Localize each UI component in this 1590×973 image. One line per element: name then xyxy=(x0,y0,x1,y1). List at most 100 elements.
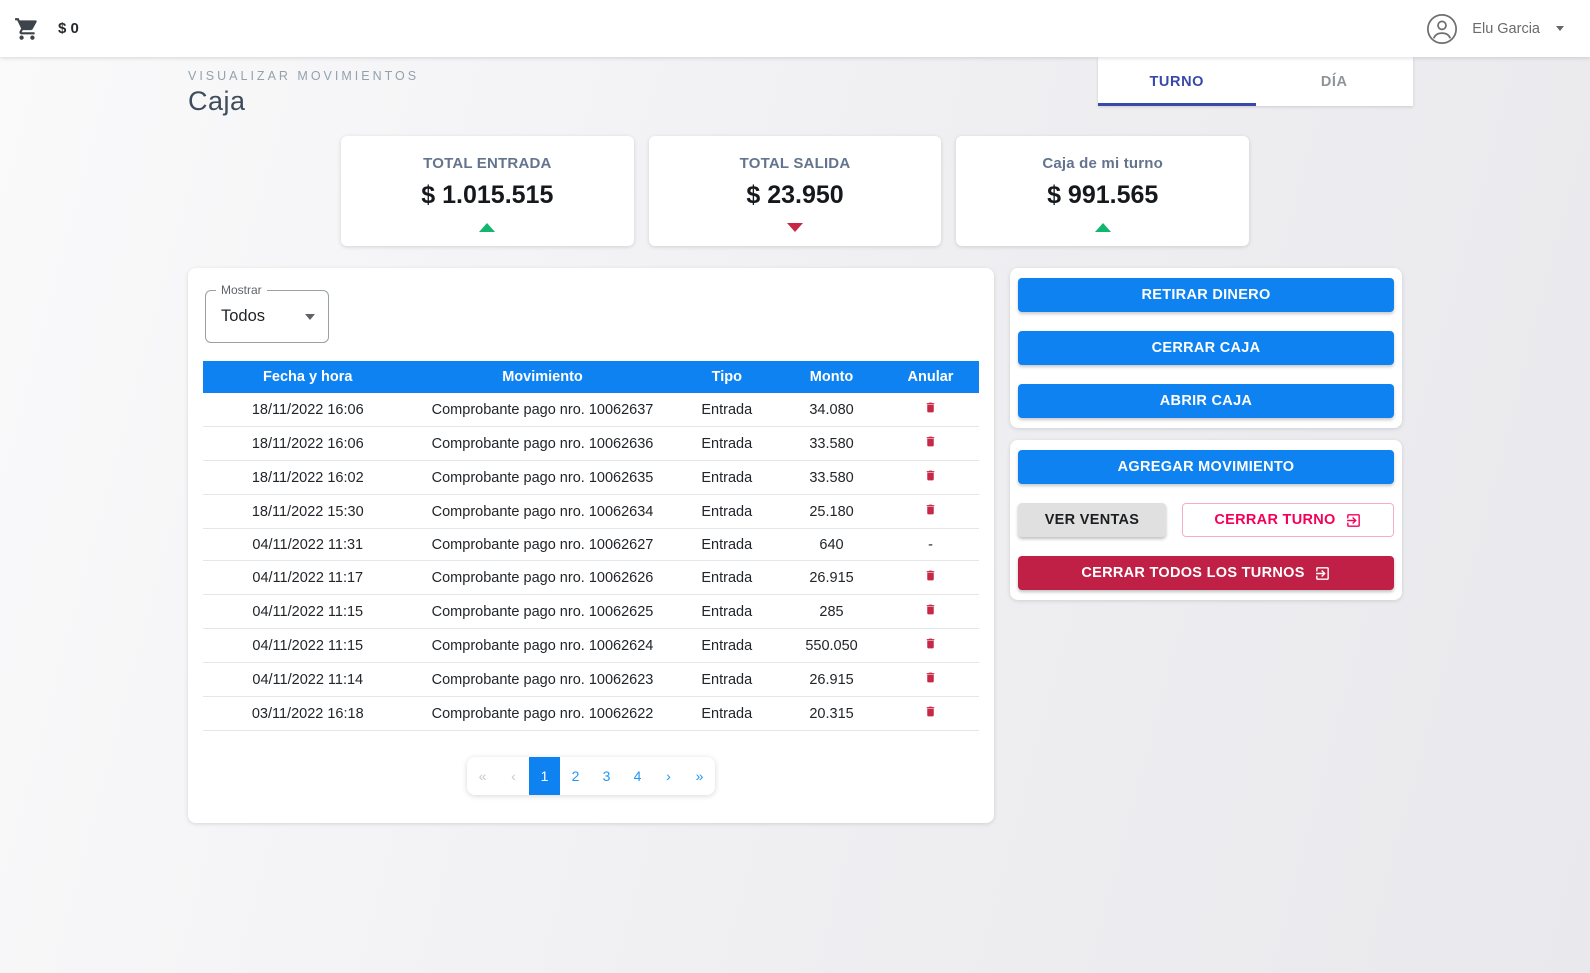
ver-ventas-button[interactable]: VER VENTAS xyxy=(1018,503,1166,537)
table-row: 04/11/2022 11:31 Comprobante pago nro. 10… xyxy=(203,528,979,561)
table-row: 04/11/2022 11:15 Comprobante pago nro. 10… xyxy=(203,594,979,629)
cell-movimiento: Comprobante pago nro. 10062624 xyxy=(412,628,673,663)
page-title: Caja xyxy=(188,86,246,116)
view-tabs: TURNO DÍA xyxy=(1098,57,1413,106)
col-tipo: Tipo xyxy=(672,361,782,393)
page-prev[interactable]: ‹ xyxy=(511,768,516,784)
cell-tipo: Entrada xyxy=(672,460,782,495)
cell-tipo: Entrada xyxy=(672,594,782,629)
delete-movement-icon[interactable] xyxy=(924,636,937,651)
cell-anular xyxy=(881,393,979,427)
card-title: TOTAL ENTRADA xyxy=(423,155,552,172)
chevron-down-icon xyxy=(1556,26,1564,31)
shopping-cart-icon[interactable] xyxy=(14,16,40,42)
cell-anular xyxy=(881,662,979,697)
card-amount: $ 23.950 xyxy=(746,181,844,209)
mostrar-select[interactable]: Mostrar Todos xyxy=(205,283,329,343)
trend-up-icon xyxy=(1094,223,1111,232)
page-last[interactable]: » xyxy=(695,768,704,784)
cell-anular xyxy=(881,594,979,629)
caja-actions-card: RETIRAR DINERO CERRAR CAJA ABRIR CAJA xyxy=(1010,268,1402,428)
cell-monto: 25.180 xyxy=(781,494,882,529)
col-movimiento: Movimiento xyxy=(412,361,673,393)
tab-turno[interactable]: TURNO xyxy=(1098,57,1256,106)
user-name: Elu Garcia xyxy=(1472,20,1540,37)
delete-movement-icon[interactable] xyxy=(924,434,937,449)
col-anular: Anular xyxy=(881,361,979,393)
page-next[interactable]: › xyxy=(666,768,671,784)
delete-movement-icon[interactable] xyxy=(924,704,937,719)
delete-movement-icon[interactable] xyxy=(924,670,937,685)
cell-monto: 34.080 xyxy=(781,393,882,427)
cell-movimiento: Comprobante pago nro. 10062623 xyxy=(412,662,673,697)
cell-movimiento: Comprobante pago nro. 10062625 xyxy=(412,594,673,629)
cell-fecha: 18/11/2022 15:30 xyxy=(203,494,413,529)
cerrar-turno-label: CERRAR TURNO xyxy=(1214,512,1336,528)
col-monto: Monto xyxy=(781,361,882,393)
cell-anular xyxy=(881,460,979,495)
dropdown-arrow-icon xyxy=(305,313,315,320)
cell-fecha: 04/11/2022 11:15 xyxy=(203,628,413,663)
cell-monto: 20.315 xyxy=(781,696,882,731)
breadcrumb: VISUALIZAR MOVIMIENTOS xyxy=(188,69,420,83)
page-header: VISUALIZAR MOVIMIENTOS Caja TURNO DÍA xyxy=(188,57,1413,117)
cell-anular xyxy=(881,494,979,529)
user-menu[interactable]: Elu Garcia xyxy=(1426,13,1564,45)
delete-movement-icon[interactable] xyxy=(924,568,937,583)
page-3[interactable]: 3 xyxy=(602,768,611,784)
actions-column: RETIRAR DINERO CERRAR CAJA ABRIR CAJA AG… xyxy=(1010,268,1402,600)
cell-tipo: Entrada xyxy=(672,696,782,731)
topbar: $ 0 Elu Garcia xyxy=(0,0,1590,57)
table-row: 04/11/2022 11:15 Comprobante pago nro. 10… xyxy=(203,628,979,663)
cell-monto: 285 xyxy=(781,594,882,629)
cell-monto: 26.915 xyxy=(781,662,882,697)
cell-monto: 640 xyxy=(781,528,882,561)
cell-tipo: Entrada xyxy=(672,426,782,461)
card-total-salida: TOTAL SALIDA $ 23.950 xyxy=(648,136,942,246)
cart-summary[interactable]: $ 0 xyxy=(14,16,79,42)
cell-monto: 26.915 xyxy=(781,560,882,595)
card-title: TOTAL SALIDA xyxy=(739,155,851,172)
card-total-entrada: TOTAL ENTRADA $ 1.015.515 xyxy=(341,136,634,246)
delete-movement-icon[interactable] xyxy=(924,468,937,483)
cell-fecha: 04/11/2022 11:15 xyxy=(203,594,413,629)
retirar-dinero-button[interactable]: RETIRAR DINERO xyxy=(1018,278,1394,312)
cerrar-caja-button[interactable]: CERRAR CAJA xyxy=(1018,331,1394,365)
cell-tipo: Entrada xyxy=(672,560,782,595)
cerrar-turno-button[interactable]: CERRAR TURNO xyxy=(1182,503,1394,537)
cell-monto: 33.580 xyxy=(781,426,882,461)
movements-card: Mostrar Todos Fecha y hora Movimiento Ti… xyxy=(188,268,994,823)
delete-movement-icon[interactable] xyxy=(924,400,937,415)
cell-tipo: Entrada xyxy=(672,662,782,697)
summary-cards: TOTAL ENTRADA $ 1.015.515 TOTAL SALIDA $… xyxy=(341,136,1250,246)
movements-table: Fecha y hora Movimiento Tipo Monto Anula… xyxy=(203,361,979,731)
cell-monto: 33.580 xyxy=(781,460,882,495)
cell-movimiento: Comprobante pago nro. 10062634 xyxy=(412,494,673,529)
delete-movement-icon[interactable] xyxy=(924,502,937,517)
cell-movimiento: Comprobante pago nro. 10062622 xyxy=(412,696,673,731)
cell-movimiento: Comprobante pago nro. 10062627 xyxy=(412,528,673,561)
cell-tipo: Entrada xyxy=(672,528,782,561)
trend-up-icon xyxy=(479,223,496,232)
delete-movement-icon[interactable] xyxy=(924,602,937,617)
cell-anular xyxy=(881,696,979,731)
cell-fecha: 18/11/2022 16:06 xyxy=(203,426,413,461)
page-4[interactable]: 4 xyxy=(633,768,642,784)
cerrar-todos-turnos-button[interactable]: CERRAR TODOS LOS TURNOS xyxy=(1018,556,1394,590)
cell-tipo: Entrada xyxy=(672,494,782,529)
tab-dia[interactable]: DÍA xyxy=(1320,73,1348,90)
cell-movimiento: Comprobante pago nro. 10062626 xyxy=(412,560,673,595)
abrir-caja-button[interactable]: ABRIR CAJA xyxy=(1018,384,1394,418)
cell-fecha: 03/11/2022 16:18 xyxy=(203,696,413,731)
page-1[interactable]: 1 xyxy=(529,757,560,795)
pagination: « ‹ 1 2 3 4 › » xyxy=(467,757,715,795)
cell-monto: 550.050 xyxy=(781,628,882,663)
page-first[interactable]: « xyxy=(478,768,487,784)
table-row: 18/11/2022 16:06 Comprobante pago nro. 10… xyxy=(203,426,979,461)
agregar-movimiento-button[interactable]: AGREGAR MOVIMIENTO xyxy=(1018,450,1394,484)
cerrar-todos-label: CERRAR TODOS LOS TURNOS xyxy=(1081,565,1305,581)
card-amount: $ 1.015.515 xyxy=(421,181,554,209)
page-2[interactable]: 2 xyxy=(571,768,580,784)
table-header-row: Fecha y hora Movimiento Tipo Monto Anula… xyxy=(203,361,979,393)
cell-fecha: 04/11/2022 11:17 xyxy=(203,560,413,595)
